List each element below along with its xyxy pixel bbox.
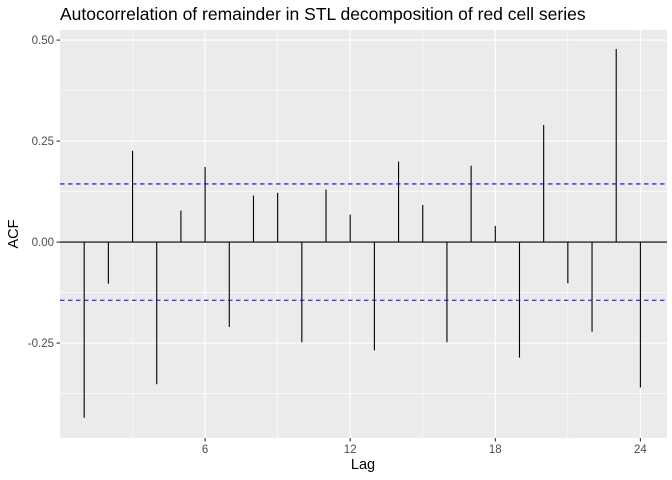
- y-tick-label: 0.50: [32, 35, 54, 47]
- acf-bars: [83, 48, 641, 418]
- x-tick-label: 24: [634, 444, 647, 456]
- chart-title: Autocorrelation of remainder in STL deco…: [60, 4, 586, 24]
- plot-panel: [60, 30, 667, 438]
- x-axis-title: Lag: [351, 457, 375, 473]
- x-tick-label: 12: [344, 444, 357, 456]
- y-tick-label: -0.25: [28, 338, 54, 350]
- minor-gridlines: [60, 30, 667, 438]
- x-tick-label: 6: [202, 444, 208, 456]
- y-axis-ticks: -0.25 0.00 0.25 0.50: [28, 35, 60, 350]
- y-tick-label: 0.25: [32, 136, 54, 148]
- y-axis-title: ACF: [6, 219, 22, 248]
- x-tick-label: 18: [489, 444, 502, 456]
- x-axis-ticks: 6 12 18 24: [202, 438, 647, 456]
- y-tick-label: 0.00: [32, 237, 54, 249]
